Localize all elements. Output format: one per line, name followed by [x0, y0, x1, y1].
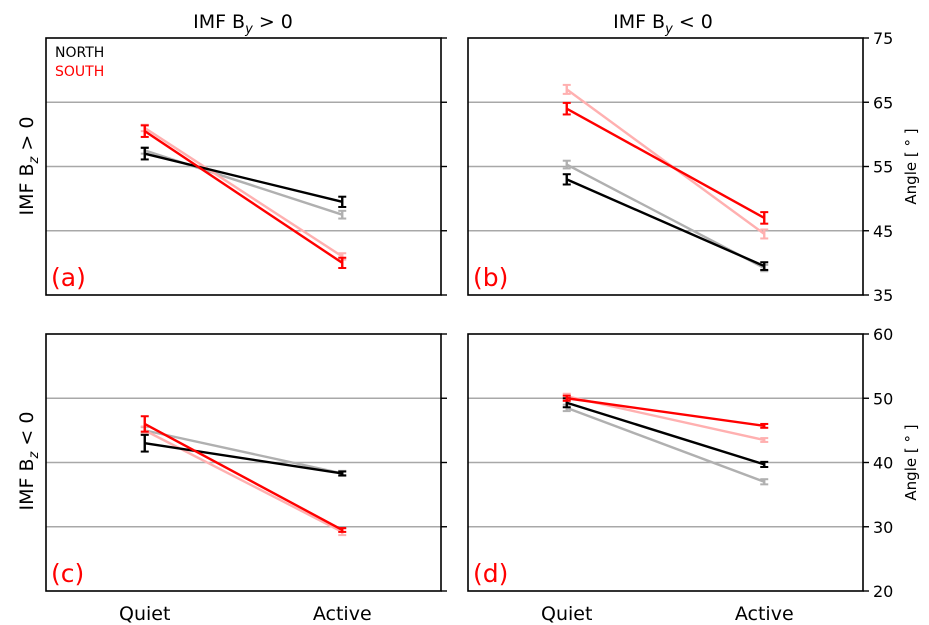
series-line-north: [566, 178, 765, 268]
row-title-bz-positive: IMF Bz > 0: [16, 117, 42, 216]
series-south_faint: [562, 83, 769, 240]
row-title-bz-negative: IMF Bz < 0: [16, 412, 42, 511]
series-north_faint: [140, 146, 347, 220]
ylabel: Angle [ ° ]: [902, 128, 920, 204]
xtick-label-active: Active: [313, 603, 372, 625]
series-line-south_faint: [566, 88, 765, 235]
panel-c: Quiet Active (c): [45, 333, 447, 625]
series-north: [140, 433, 347, 477]
ytick-label-60: 60: [873, 325, 893, 344]
series-south: [562, 394, 769, 429]
ytick-label-30: 30: [873, 518, 893, 537]
series-line-south: [144, 422, 343, 532]
xtick-label-quiet: Quiet: [541, 603, 592, 625]
series-north: [562, 397, 769, 468]
series-north_faint: [562, 403, 769, 486]
ytick-label-50: 50: [873, 389, 893, 408]
series-line-south_faint: [144, 429, 343, 533]
ytick-label-20: 20: [873, 582, 893, 601]
column-title-by-negative: IMF By < 0: [613, 11, 713, 37]
ytick-label-45: 45: [873, 222, 893, 241]
series-line-north_faint: [144, 429, 343, 475]
ylabel: Angle [ ° ]: [902, 424, 920, 500]
legend-south: SOUTH: [55, 64, 104, 80]
xtick-label-quiet: Quiet: [119, 603, 170, 625]
panel-d: 20 30 40 50 60 Angle [ ° ] Quiet Active (d): [467, 325, 920, 625]
series-south_faint: [140, 123, 347, 261]
series-south: [562, 101, 769, 225]
ytick-label-65: 65: [873, 93, 893, 112]
panel-label: (b): [473, 263, 508, 292]
series-south: [140, 124, 347, 270]
panel-label: (a): [51, 263, 86, 292]
series-line-south: [566, 397, 765, 428]
series-line-south: [144, 130, 343, 264]
series-line-north: [144, 152, 343, 204]
series-south_faint: [140, 425, 347, 537]
series-line-north: [144, 442, 343, 475]
series-south: [140, 415, 347, 533]
series-line-north: [566, 401, 765, 466]
ytick-label-75: 75: [873, 29, 893, 48]
series-line-north_faint: [566, 406, 765, 483]
ytick-label-55: 55: [873, 158, 893, 177]
ytick-label-40: 40: [873, 454, 893, 473]
xtick-label-active: Active: [735, 603, 794, 625]
series-line-south_faint: [144, 126, 343, 258]
ytick-label-35: 35: [873, 286, 893, 305]
series-north: [562, 173, 769, 271]
series-north: [140, 146, 347, 208]
panel-label: (c): [51, 559, 84, 588]
panel-label: (d): [473, 559, 508, 588]
panel-a: (a): [45, 37, 447, 296]
column-title-by-positive: IMF By > 0: [193, 11, 293, 37]
series-line-south: [566, 107, 765, 219]
panel-b: 35 45 55 65 75 Angle [ ° ] (b): [467, 29, 920, 305]
legend-north: NORTH: [55, 45, 104, 61]
